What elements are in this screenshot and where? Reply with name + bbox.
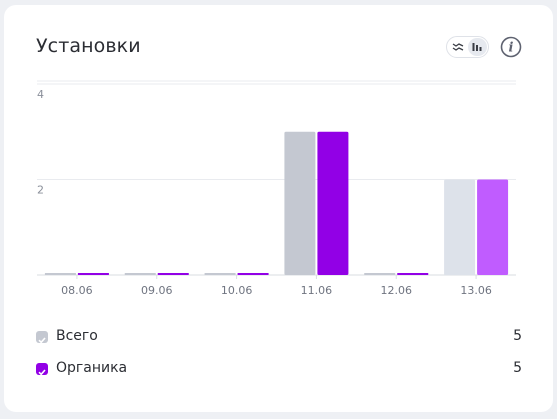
bar-organic xyxy=(477,179,509,275)
bar-total xyxy=(444,179,476,275)
x-tick-label: 11.06 xyxy=(301,284,333,297)
legend-item-organic: Органика 5 xyxy=(36,360,522,380)
chart-type-toggle[interactable] xyxy=(446,36,489,58)
bar-organic-zero xyxy=(77,273,109,275)
y-tick-label: 2 xyxy=(37,184,44,197)
info-button[interactable]: i xyxy=(500,36,522,58)
checkmark-icon xyxy=(38,337,46,344)
bar-organic-zero xyxy=(237,273,269,275)
legend-value-organic: 5 xyxy=(513,360,522,376)
bar-total xyxy=(284,131,316,275)
bar-organic xyxy=(317,131,349,275)
bar-total-zero xyxy=(364,273,396,275)
legend-check-total[interactable] xyxy=(36,331,48,344)
x-tick-label: 10.06 xyxy=(221,284,253,297)
bar-total-zero xyxy=(124,273,156,275)
checkmark-icon xyxy=(38,369,46,376)
bar-chart-icon xyxy=(472,43,482,51)
legend-item-total: Всего 5 xyxy=(36,328,522,348)
x-tick-label: 08.06 xyxy=(61,284,93,297)
line-chart-icon xyxy=(452,43,464,51)
info-icon: i xyxy=(500,36,522,58)
legend-check-organic[interactable] xyxy=(36,363,48,376)
line-chart-toggle[interactable] xyxy=(448,38,468,56)
x-tick-label: 13.06 xyxy=(460,284,492,297)
svg-text:i: i xyxy=(509,41,514,56)
x-tick-label: 09.06 xyxy=(141,284,173,297)
x-tick-label: 12.06 xyxy=(381,284,413,297)
bar-chart-toggle[interactable] xyxy=(467,38,487,56)
legend-value-total: 5 xyxy=(513,328,522,344)
bar-total-zero xyxy=(44,273,76,275)
legend-label-organic: Органика xyxy=(56,360,128,376)
bar-total-zero xyxy=(204,273,236,275)
bar-organic-zero xyxy=(157,273,189,275)
card-title: Установки xyxy=(36,35,141,57)
legend-label-total: Всего xyxy=(56,328,98,344)
bar-organic-zero xyxy=(397,273,429,275)
y-tick-label: 4 xyxy=(37,88,44,101)
